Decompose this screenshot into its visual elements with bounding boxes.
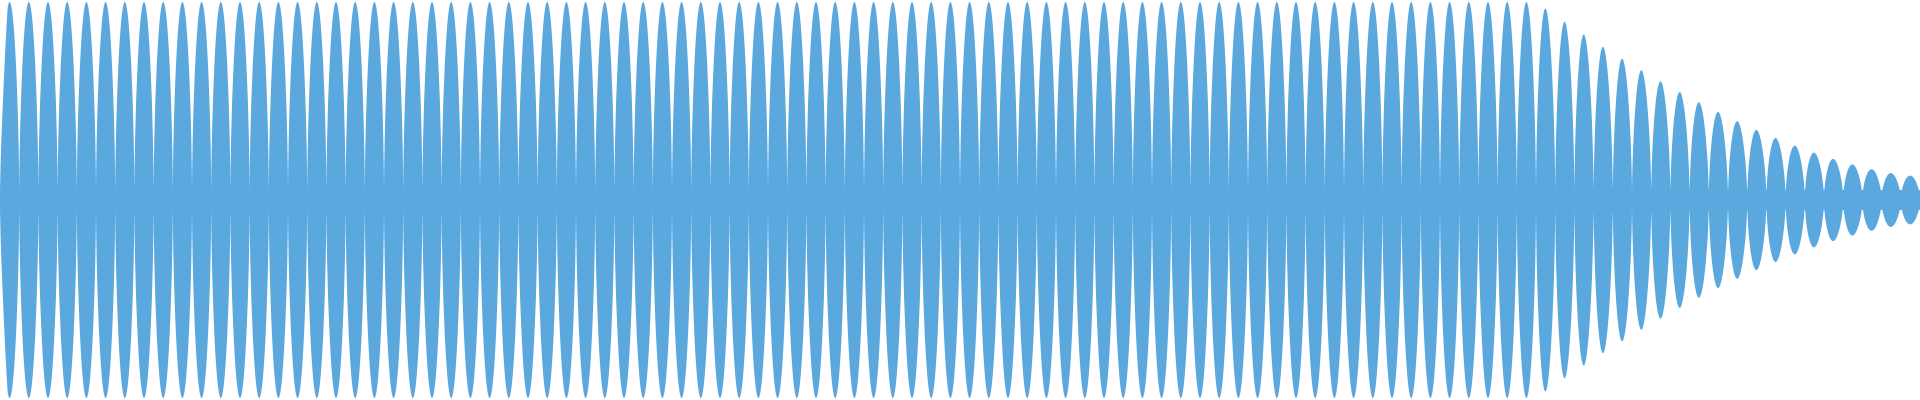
- waveform-shape: [0, 2, 1920, 398]
- audio-waveform: [0, 0, 1920, 400]
- waveform-canvas: [0, 2, 1920, 398]
